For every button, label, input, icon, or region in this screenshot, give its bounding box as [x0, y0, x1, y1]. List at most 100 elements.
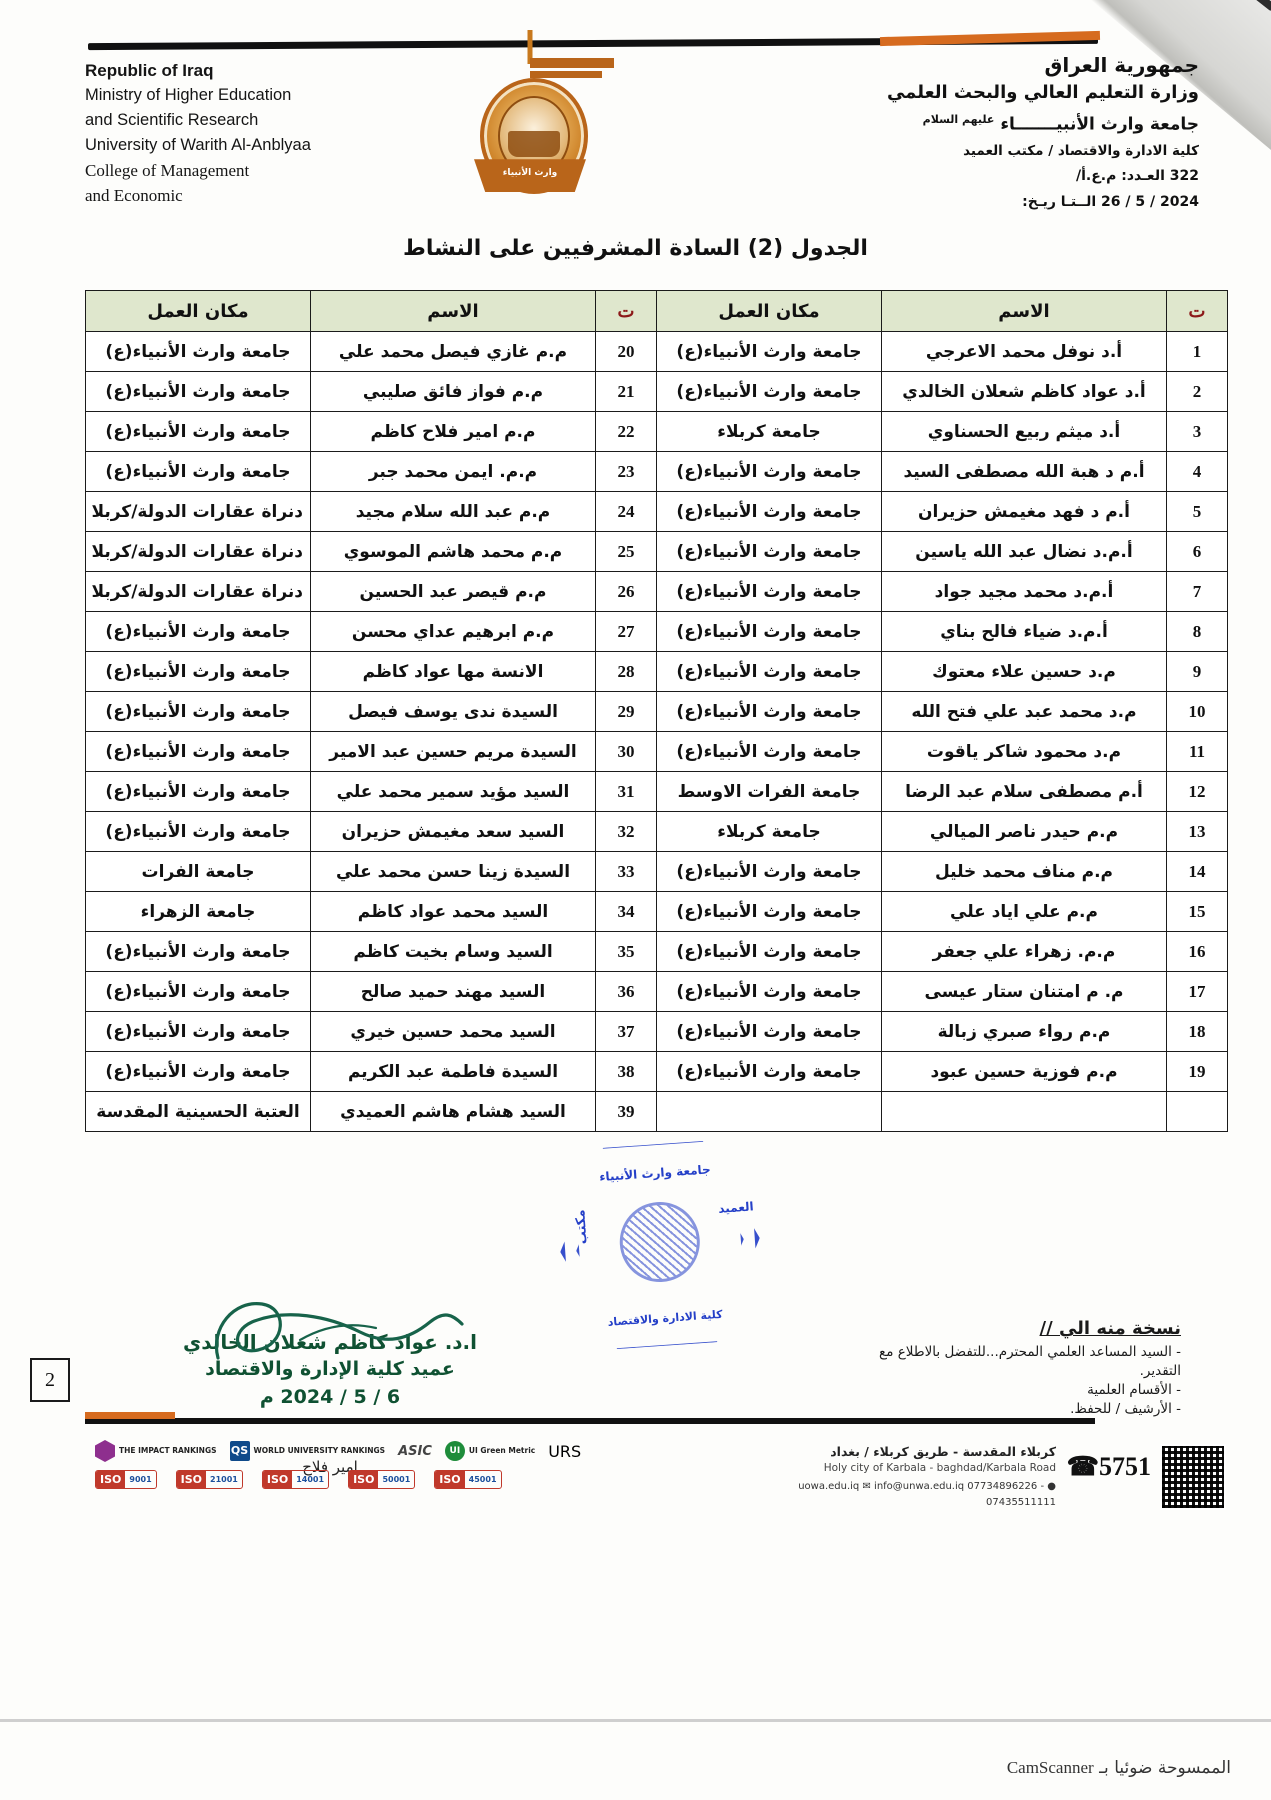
header-ar-college: كلية الادارة والاقتصاد / مكتب العميد [963, 142, 1199, 159]
reference-value: 322 [1169, 167, 1199, 184]
cell-index-right: 3 [1166, 411, 1228, 452]
cell-place-left: جامعة الفرات [85, 851, 311, 892]
cell-place-left: جامعة وارث الأنبياء(ع) [85, 651, 311, 692]
signatory-name: ا.د. عواد كاظم شعلان الخالدي [182, 1330, 478, 1354]
iso-badge: ISO 50001 [348, 1470, 416, 1489]
cell-place-left: العتبة الحسينية المقدسة [85, 1091, 311, 1132]
cell-place-right: جامعة وارث الأنبياء(ع) [656, 611, 882, 652]
cell-name-left: السيدة زينا حسن محمد علي [310, 851, 596, 892]
header-ar-university: جامعة وارث الأنبيـــــــاء عليهم السلام [799, 106, 1199, 139]
table-row: 2 أ.د عواد كاظم شعلان الخالدي جامعة وارث ا… [85, 371, 1228, 412]
contact-address-english: Holy city of Karbala - baghdad/Karbala R… [823, 1462, 1056, 1474]
col-header-index-right: ت [1166, 290, 1228, 332]
copies-to-item: الأقسام العلمية [841, 1381, 1181, 1400]
cell-index-right: 17 [1166, 971, 1228, 1012]
logo-book-icon [508, 131, 560, 158]
contact-web-email[interactable]: ● uowa.edu.iq ✉ info@unwa.edu.iq 0773489… [726, 1479, 1056, 1511]
phone-number: 5751 [1099, 1452, 1151, 1481]
qs-icon: QS [229, 1441, 250, 1461]
cell-index-right: 19 [1166, 1051, 1228, 1092]
signature-block: ا.د. عواد كاظم شعلان الخالدي عميد كلية ا… [120, 1302, 540, 1476]
table-row: 16 م.م. زهراء علي جعفر جامعة وارث الأنبياء… [85, 931, 1228, 972]
copies-to-title: نسخة منه الي // [1039, 1318, 1181, 1339]
iso-name: ISO [96, 1471, 126, 1488]
cell-place-right: جامعة وارث الأنبياء(ع) [656, 691, 882, 732]
cell-name-right: أ.م مصطفى سلام عبد الرضا [881, 771, 1167, 812]
cell-index-left: 23 [595, 451, 657, 492]
stamp-badge-text: العميد [717, 1199, 755, 1216]
header-line-college: College of Management [85, 161, 250, 180]
cell-name-left: السيد مؤيد سمير محمد علي [310, 771, 596, 812]
cell-place-right: جامعة وارث الأنبياء(ع) [656, 931, 882, 972]
copies-to-item: الأرشيف / للحفظ. [841, 1400, 1181, 1419]
date-value: 2024 / 5 / 26 [1101, 193, 1199, 210]
cell-name-right: م.م علي اياد علي [881, 891, 1167, 932]
cell-index-right: 6 [1166, 531, 1228, 572]
cell-place-left: جامعة الزهراء [85, 891, 311, 932]
col-header-name-right: الاسم [881, 290, 1167, 332]
col-header-place-right: مكان العمل [656, 290, 882, 332]
cell-name-left: م.م. ايمن محمد جبر [310, 451, 596, 492]
cell-place-left: جامعة وارث الأنبياء(ع) [85, 931, 311, 972]
table-row: 11 م.د محمود شاكر ياقوت جامعة وارث الأنبيا… [85, 731, 1228, 772]
date-line: 2024 / 5 / 26 الــتـا ريـخ: [799, 189, 1199, 215]
cell-place-left: جامعة وارث الأنبياء(ع) [85, 971, 311, 1012]
footer-contact-block: كربلاء المقدسة - طريق كربلاء / بغداد Hol… [726, 1444, 1056, 1511]
table-row: 6 أ.م.د نضال عبد الله ياسين جامعة وارث الأ… [85, 531, 1228, 572]
cell-place-right [656, 1091, 882, 1132]
col-header-place-left: مكان العمل [85, 290, 311, 332]
copies-to-block: نسخة منه الي // السيد المساعد العلمي الم… [841, 1318, 1181, 1419]
cell-index-left: 39 [595, 1091, 657, 1132]
cell-name-right: م. م امتنان ستار عيسى [881, 971, 1167, 1012]
reference-line: 322 العـدد: م.ع.أ/ [799, 163, 1199, 189]
qr-code[interactable] [1160, 1444, 1226, 1510]
cell-place-right: جامعة وارث الأنبياء(ع) [656, 371, 882, 412]
scan-edge-line [0, 1719, 1271, 1722]
cell-place-right: جامعة كربلاء [656, 811, 882, 852]
cell-index-left: 29 [595, 691, 657, 732]
cell-place-right: جامعة وارث الأنبياء(ع) [656, 1011, 882, 1052]
copies-to-list: السيد المساعد العلمي المحترم...للتفضل با… [841, 1343, 1181, 1419]
contact-email[interactable]: info@unwa.edu.iq [874, 1481, 965, 1492]
cell-index-right: 16 [1166, 931, 1228, 972]
cell-name-left: السيد مهند حميد صالح [310, 971, 596, 1012]
cell-place-right: جامعة وارث الأنبياء(ع) [656, 531, 882, 572]
cell-name-right: أ.م د فهد مغيمش حزيران [881, 491, 1167, 532]
header-line-ministry: Ministry of Higher Education [85, 86, 292, 104]
logo-ribbon: وارث الأنبياء [474, 159, 586, 192]
badge-greenmetric: UI UI Green Metric [444, 1441, 535, 1461]
cell-place-left: جامعة وارث الأنبياء(ع) [85, 611, 311, 652]
table-row: 1 أ.د نوفل محمد الاعرجي جامعة وارث الأنبيا… [85, 331, 1228, 372]
cell-name-right: م.م مناف محمد خليل [881, 851, 1167, 892]
badge-impact-label: THE IMPACT RANKINGS [119, 1446, 217, 1455]
cell-index-left: 36 [595, 971, 657, 1012]
cell-place-right: جامعة وارث الأنبياء(ع) [656, 571, 882, 612]
cell-index-left: 24 [595, 491, 657, 532]
cell-name-left: م.م ابرهيم عداي محسن [310, 611, 596, 652]
cell-name-right: أ.م.د محمد مجيد جواد [881, 571, 1167, 612]
table-row: 15 م.م علي اياد علي جامعة وارث الأنبياء(ع)… [85, 891, 1228, 932]
cell-index-left: 32 [595, 811, 657, 852]
cell-name-right: م.د محمد عبد علي فتح الله [881, 691, 1167, 732]
cell-index-right: 5 [1166, 491, 1228, 532]
cell-name-right: م.م حيدر ناصر الميالي [881, 811, 1167, 852]
contact-website[interactable]: uowa.edu.iq [798, 1481, 860, 1492]
cell-name-right: أ.م.د نضال عبد الله ياسين [881, 531, 1167, 572]
col-header-name-left: الاسم [310, 290, 596, 332]
cell-name-right: م.م رواء صبري زبالة [881, 1011, 1167, 1052]
phone-icon: ☎ [1066, 1452, 1099, 1481]
cell-place-right: جامعة وارث الأنبياء(ع) [656, 451, 882, 492]
table-row: 19 م.م فوزية حسين عبود جامعة وارث الأنبياء… [85, 1051, 1228, 1092]
cell-index-right: 10 [1166, 691, 1228, 732]
logo-ribbon-text: وارث الأنبياء [502, 168, 558, 178]
header-ar-university-main: جامعة وارث الأنبيـــــــاء [1000, 114, 1199, 135]
footer-rule [85, 1418, 1095, 1424]
iso-name: ISO [176, 1471, 207, 1488]
badge-asic: ASIC [398, 1443, 432, 1459]
table-row: 4 أ.م د هبة الله مصطفى السيد جامعة وارث ال… [85, 451, 1228, 492]
table-row: 18 م.م رواء صبري زبالة جامعة وارث الأنبياء… [85, 1011, 1228, 1052]
table-row: 17 م. م امتنان ستار عيسى جامعة وارث الأنبي… [85, 971, 1228, 1012]
table-row: 5 أ.م د فهد مغيمش حزيران جامعة وارث الأنبي… [85, 491, 1228, 532]
table-row: 9 م.د حسين علاء معتوك جامعة وارث الأنبياء(… [85, 651, 1228, 692]
cell-name-left: م.م امير فلاح كاظم [310, 411, 596, 452]
